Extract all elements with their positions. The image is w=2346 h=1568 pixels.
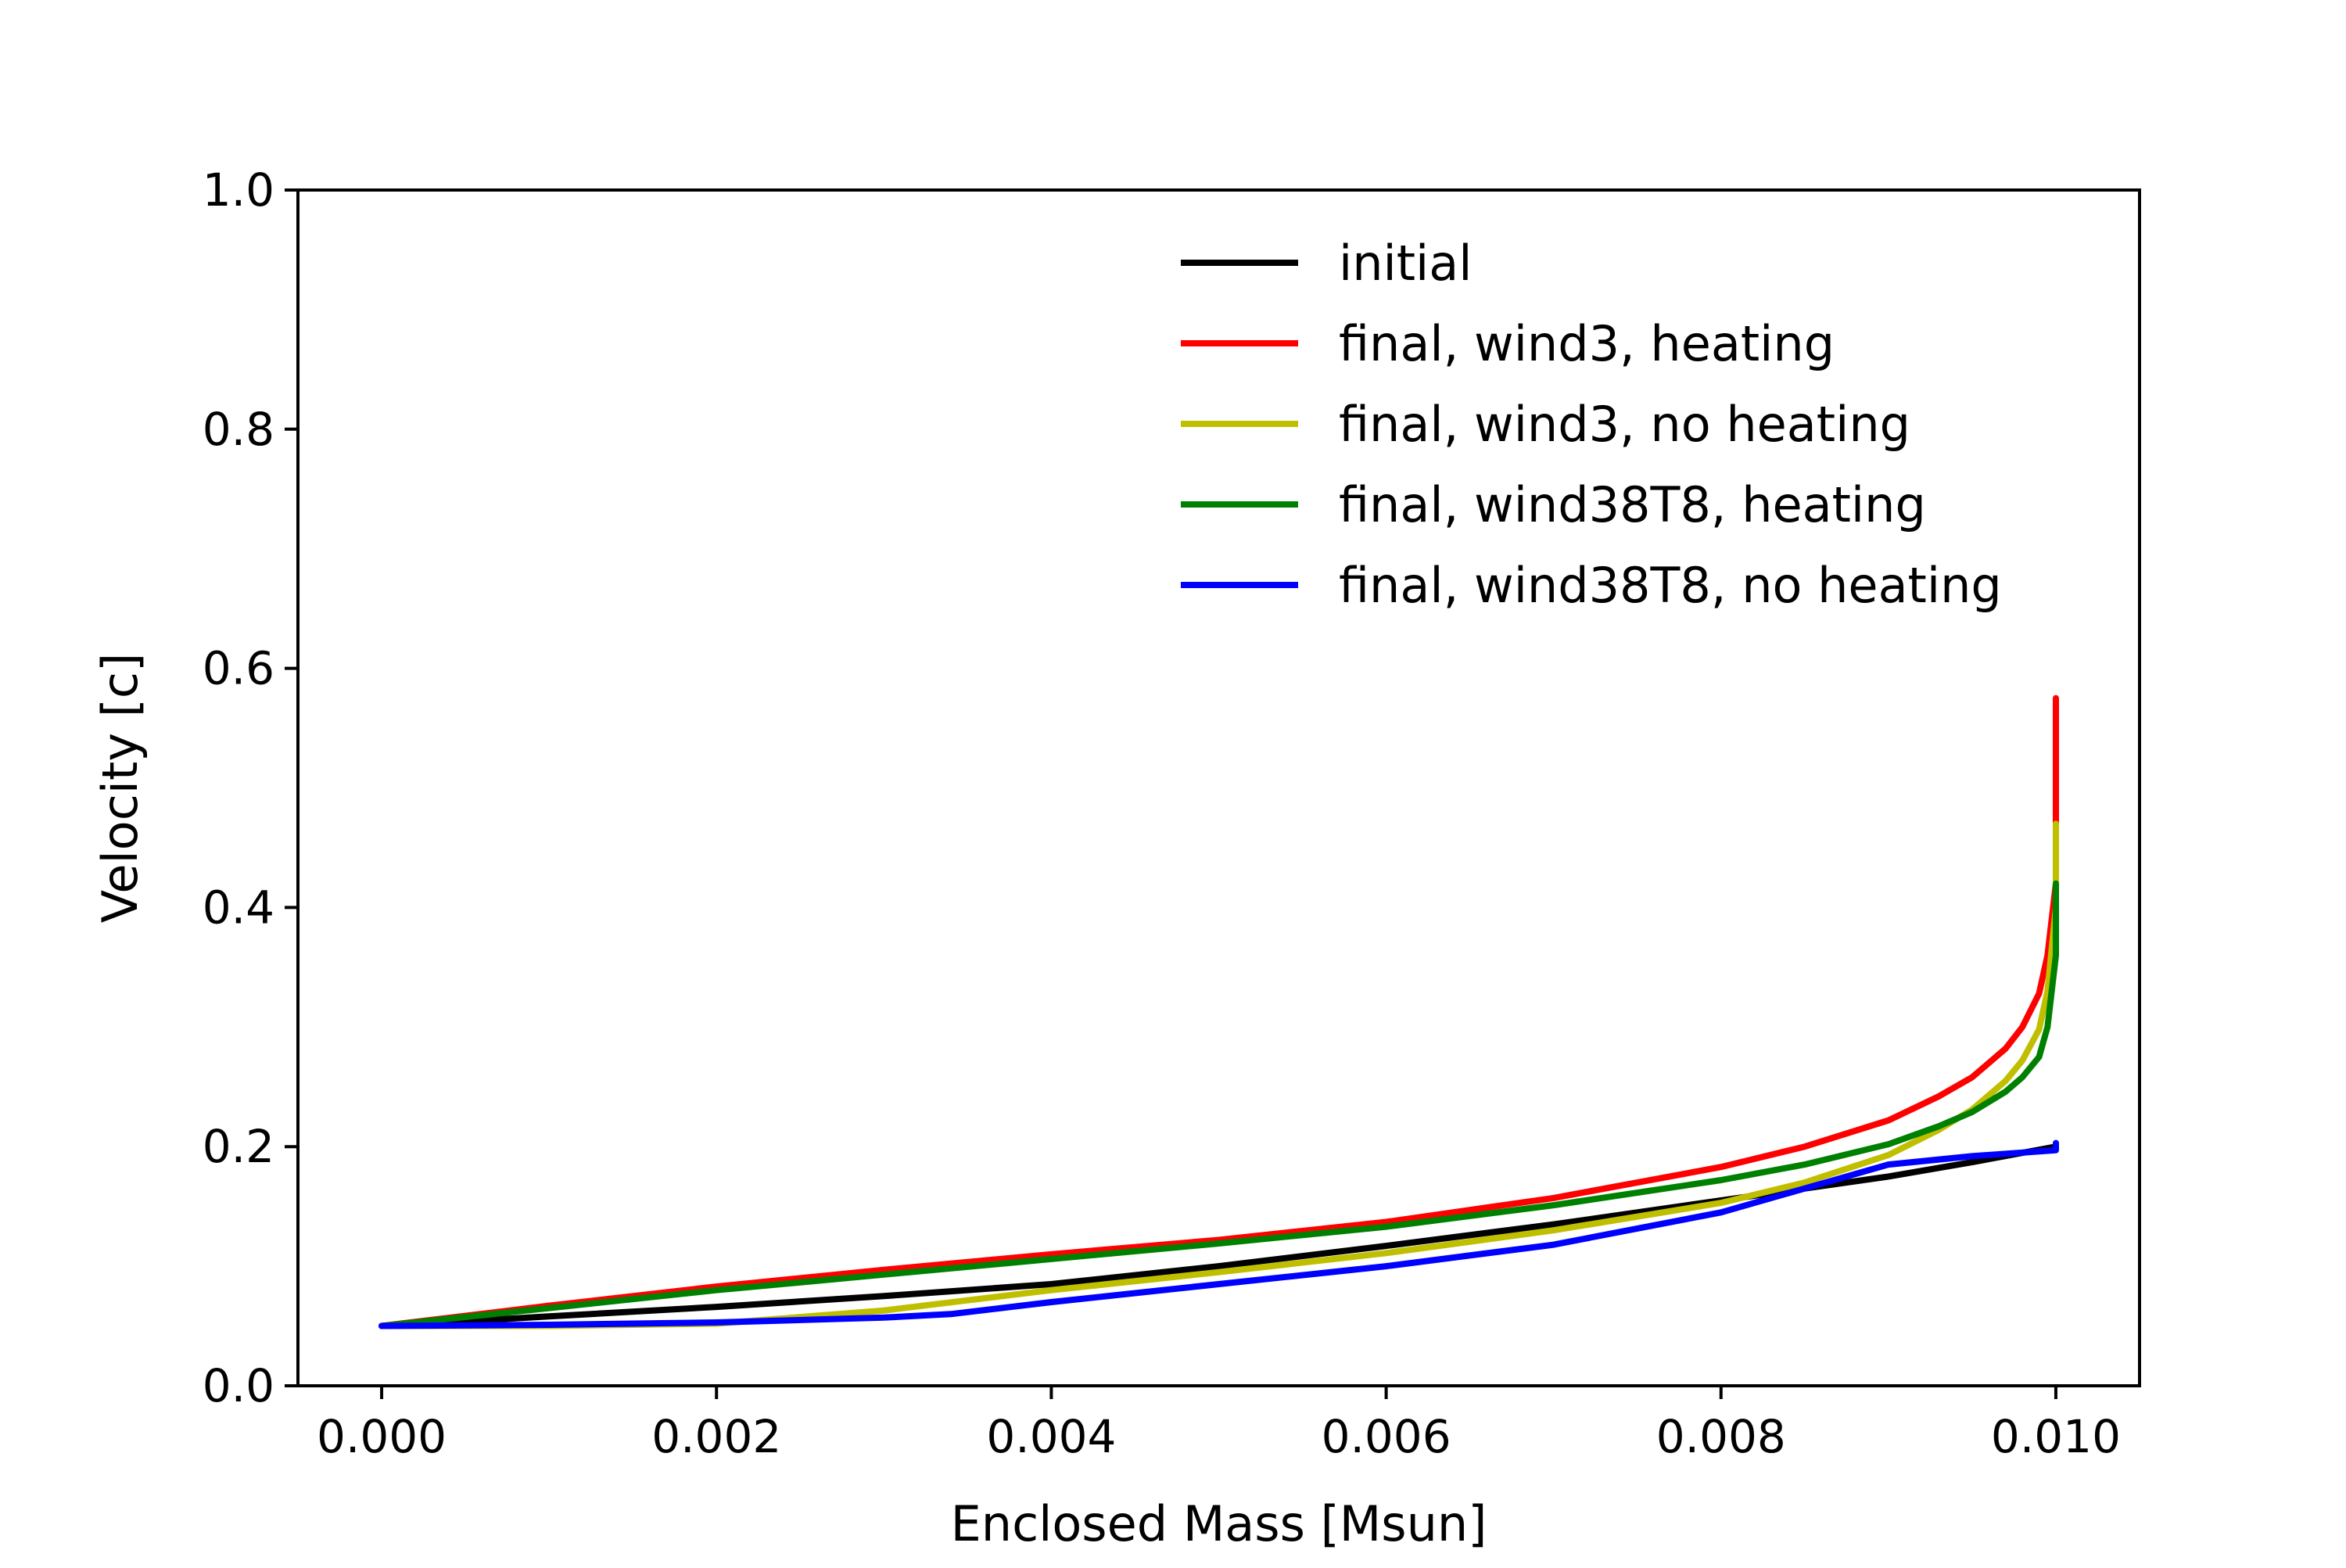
plot-frame [296, 188, 2141, 1387]
series-line-3 [378, 820, 2059, 1329]
legend-label: final, wind38T8, no heating [1339, 557, 2002, 614]
y-tick-label: 0.8 [203, 403, 274, 456]
y-axis-label: Velocity [c] [91, 653, 149, 923]
x-tick-label: 0.010 [1991, 1410, 2121, 1463]
legend-label: initial [1339, 235, 1473, 292]
y-tick-label: 0.2 [203, 1120, 274, 1173]
y-tick-label: 1.0 [203, 163, 274, 217]
y-tick-label: 0.0 [203, 1359, 274, 1412]
series-line-5 [378, 1139, 2059, 1329]
x-tick-label: 0.000 [317, 1410, 447, 1463]
y-tick-label: 0.4 [203, 881, 274, 934]
ticks-layer: 0.000 0.002 0.004 0.006 0.008 0.010 0.0 0.2 0.4 0… [203, 163, 2121, 1463]
series-line-4 [378, 880, 2059, 1329]
series-line-2 [378, 694, 2059, 1329]
y-tick-label: 0.6 [203, 642, 274, 695]
x-axis-label: Enclosed Mass [Msun] [951, 1495, 1487, 1552]
x-tick-label: 0.004 [986, 1410, 1116, 1463]
x-tick-label: 0.006 [1322, 1410, 1451, 1463]
legend: initial final, wind3, heating final, wind3… [1181, 235, 2002, 614]
x-tick-label: 0.008 [1656, 1410, 1786, 1463]
series-layer [378, 694, 2059, 1329]
x-tick-label: 0.002 [651, 1410, 781, 1463]
legend-label: final, wind3, heating [1339, 315, 1835, 372]
series-line-1 [378, 1143, 2059, 1329]
legend-label: final, wind3, no heating [1339, 396, 1910, 453]
legend-label: final, wind38T8, heating [1339, 476, 1926, 533]
